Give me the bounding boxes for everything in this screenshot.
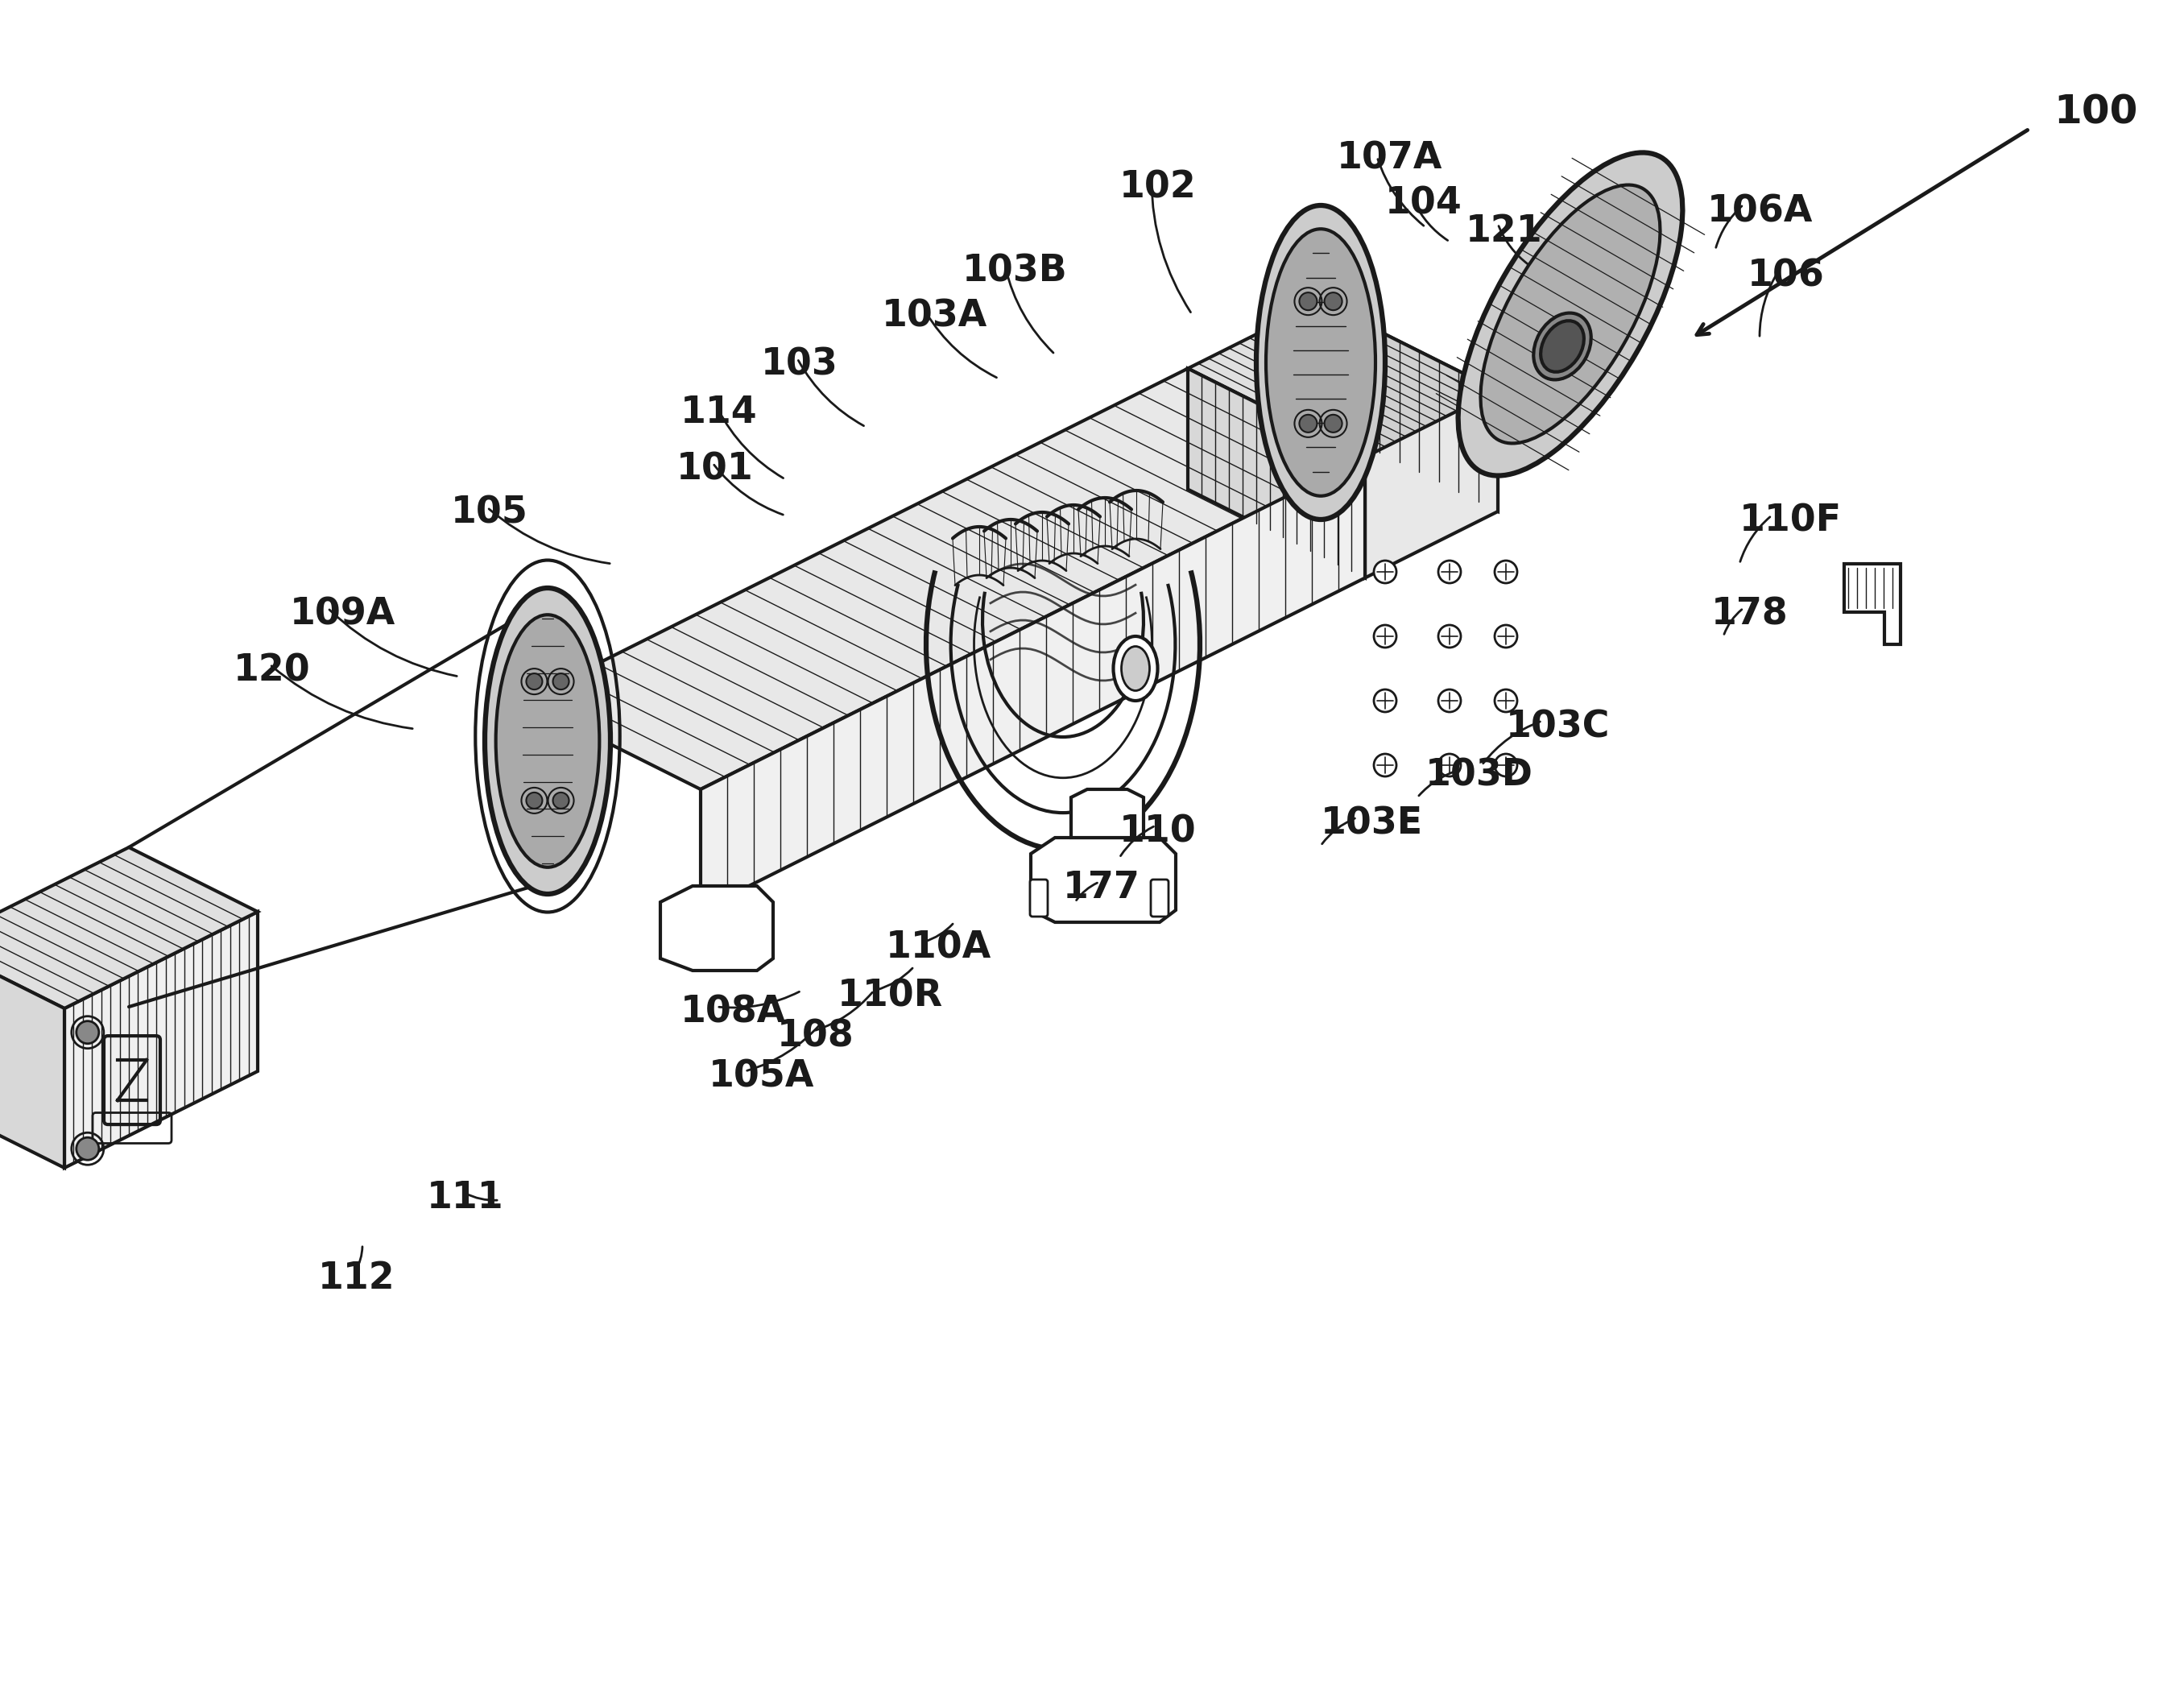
Polygon shape [1188,302,1498,458]
Text: 110R: 110R [836,978,943,1015]
Polygon shape [524,368,1365,789]
Polygon shape [660,887,773,971]
Text: 103C: 103C [1507,709,1610,745]
Ellipse shape [1374,625,1396,647]
Text: 101: 101 [677,451,753,488]
Ellipse shape [1439,625,1461,647]
Text: 110F: 110F [1738,503,1841,540]
Text: 103D: 103D [1426,757,1533,794]
Polygon shape [1843,564,1900,644]
Ellipse shape [1299,415,1317,432]
Text: 108A: 108A [681,995,786,1030]
Text: 114: 114 [681,395,758,431]
Ellipse shape [1439,689,1461,713]
Ellipse shape [1299,292,1317,311]
Ellipse shape [1494,753,1518,777]
Text: 178: 178 [1712,596,1789,632]
Ellipse shape [1533,312,1592,380]
Text: 103: 103 [760,346,839,383]
Ellipse shape [1374,689,1396,713]
Ellipse shape [1114,637,1158,701]
Polygon shape [1365,390,1498,578]
Text: 110: 110 [1120,814,1197,850]
Text: 107A: 107A [1337,140,1444,177]
Ellipse shape [526,792,542,809]
Ellipse shape [1540,321,1583,372]
Text: 103B: 103B [963,253,1068,291]
Polygon shape [0,848,258,1008]
Text: 177: 177 [1064,870,1140,905]
Ellipse shape [1439,753,1461,777]
Text: 108: 108 [778,1018,854,1056]
Text: 112: 112 [319,1260,395,1297]
Ellipse shape [1267,230,1376,497]
Text: 106: 106 [1747,258,1824,294]
Ellipse shape [1374,753,1396,777]
Polygon shape [1321,302,1498,512]
Text: 103E: 103E [1321,806,1424,841]
Ellipse shape [485,588,609,893]
Ellipse shape [1494,561,1518,583]
Ellipse shape [1481,184,1660,443]
Text: 105: 105 [450,495,529,532]
Ellipse shape [76,1137,98,1160]
Polygon shape [0,944,63,1167]
Ellipse shape [1439,561,1461,583]
Ellipse shape [1374,561,1396,583]
Polygon shape [1070,789,1144,838]
Ellipse shape [1324,415,1343,432]
Polygon shape [701,458,1365,910]
Text: 105A: 105A [708,1059,815,1096]
Text: 110A: 110A [887,931,992,966]
Ellipse shape [1324,292,1343,311]
Polygon shape [1188,368,1365,578]
Ellipse shape [526,674,542,689]
Ellipse shape [76,1022,98,1044]
Text: 102: 102 [1120,169,1197,206]
Text: 104: 104 [1385,186,1463,221]
FancyBboxPatch shape [1031,880,1048,917]
Text: 106A: 106A [1708,193,1813,230]
Polygon shape [63,912,258,1167]
Text: 103A: 103A [882,297,987,334]
Text: 109A: 109A [290,596,395,632]
Polygon shape [1031,838,1175,922]
Text: 120: 120 [234,652,310,689]
Ellipse shape [1256,206,1385,520]
Ellipse shape [1120,647,1149,691]
Text: 121: 121 [1465,213,1542,250]
Ellipse shape [496,615,598,866]
Ellipse shape [553,674,570,689]
Ellipse shape [1494,689,1518,713]
Text: 111: 111 [426,1181,505,1216]
FancyBboxPatch shape [1151,880,1168,917]
Text: 100: 100 [2053,93,2138,132]
Ellipse shape [1459,152,1682,476]
Ellipse shape [1494,625,1518,647]
Ellipse shape [553,792,570,809]
